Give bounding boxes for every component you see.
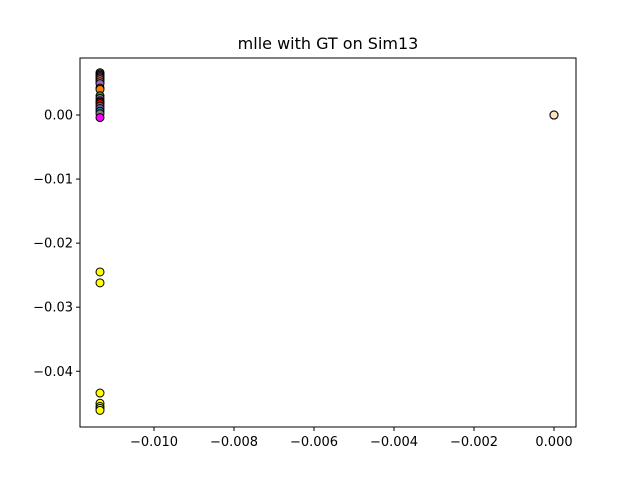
x-tick-label: 0.000	[535, 435, 572, 450]
data-point	[95, 278, 105, 288]
data-point	[95, 267, 105, 277]
x-tick-label: −0.002	[450, 435, 498, 450]
y-tick-label: −0.01	[33, 173, 73, 188]
points-layer	[95, 68, 559, 415]
data-point	[549, 110, 559, 120]
x-tick-label: −0.008	[210, 435, 258, 450]
data-point	[95, 113, 105, 123]
y-tick-label: −0.04	[33, 365, 73, 380]
ticks-layer: −0.010 −0.008 −0.006 −0.004 −0.002 0.000 0.00 −…	[33, 109, 572, 450]
plot-frame	[79, 57, 577, 428]
y-tick-label: −0.02	[33, 237, 73, 252]
x-tick-label: −0.010	[130, 435, 178, 450]
x-tick-label: −0.006	[290, 435, 338, 450]
x-tick-label: −0.004	[370, 435, 418, 450]
chart-title: mlle with GT on Sim13	[238, 34, 419, 53]
y-tick-label: −0.03	[33, 301, 73, 316]
data-point	[95, 405, 105, 415]
data-point	[95, 388, 105, 398]
y-tick-label: 0.00	[44, 109, 73, 124]
